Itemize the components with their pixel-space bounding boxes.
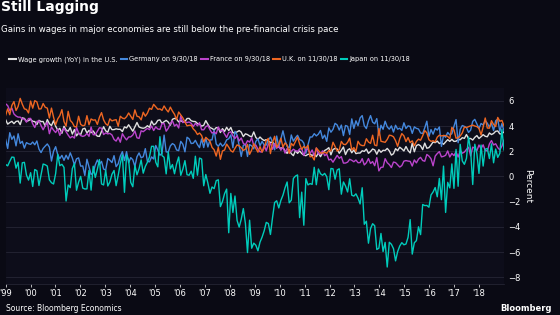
Text: Gains in wages in major economies are still below the pre-financial crisis pace: Gains in wages in major economies are st… — [1, 25, 338, 33]
Text: Still Lagging: Still Lagging — [1, 0, 99, 14]
Text: Bloomberg: Bloomberg — [500, 304, 552, 313]
Text: Source: Bloomberg Economics: Source: Bloomberg Economics — [6, 304, 121, 313]
Y-axis label: Percent: Percent — [522, 169, 531, 203]
Legend: Wage growth (YoY) in the U.S., Germany on 9/30/18, France on 9/30/18, U.K. on 11: Wage growth (YoY) in the U.S., Germany o… — [9, 56, 410, 63]
